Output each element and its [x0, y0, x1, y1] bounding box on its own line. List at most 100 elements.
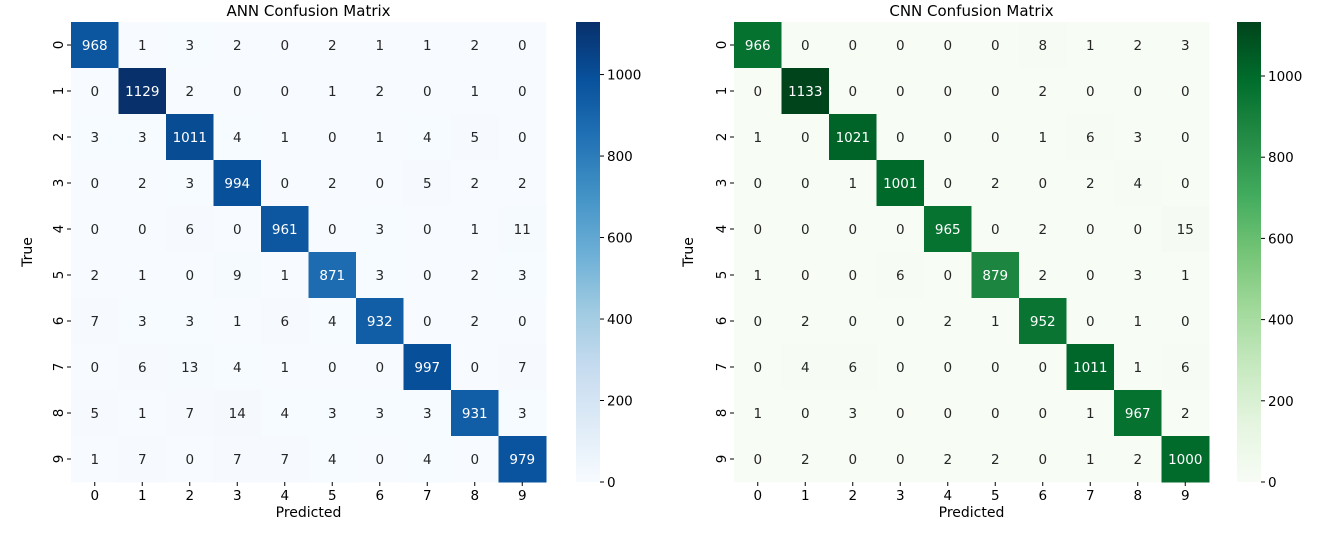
- cell-value-label: 4: [423, 130, 432, 146]
- cell-value-label: 0: [1181, 176, 1190, 192]
- y-tick-label: 4: [714, 225, 730, 234]
- heatmap-cell: [118, 22, 167, 69]
- cell-value-label: 7: [518, 360, 527, 376]
- heatmap-cell: [213, 344, 262, 391]
- heatmap-cell: [734, 114, 782, 161]
- cell-value-label: 0: [375, 452, 384, 468]
- heatmap-cell: [924, 298, 972, 345]
- heatmap-cell: [781, 22, 830, 69]
- cell-value-label: 0: [1038, 360, 1047, 376]
- cell-value-label: 1: [753, 268, 762, 284]
- cell-value-label: 0: [943, 268, 952, 284]
- cell-value-label: 0: [991, 406, 1000, 422]
- y-tick-label: 9: [51, 455, 67, 464]
- cell-value-label: 932: [367, 314, 393, 330]
- heatmap-cell: [1161, 160, 1210, 207]
- cell-value-label: 0: [233, 84, 242, 100]
- y-tick-label: 9: [714, 455, 730, 464]
- heatmap-cell: [308, 114, 357, 161]
- cell-value-label: 2: [518, 176, 527, 192]
- cell-value-label: 0: [1038, 176, 1047, 192]
- cell-value-label: 0: [848, 268, 857, 284]
- cell-value-label: 3: [1181, 38, 1190, 54]
- heatmap-cell: [308, 22, 357, 69]
- cell-value-label: 1: [470, 222, 479, 238]
- heatmap-cell: [1114, 160, 1162, 207]
- x-tick-label: 2: [185, 488, 194, 504]
- heatmap-cell: [498, 206, 547, 253]
- heatmap-cell: [734, 436, 782, 483]
- cell-value-label: 0: [185, 268, 194, 284]
- cell-value-label: 14: [229, 406, 246, 422]
- cell-value-label: 994: [224, 176, 250, 192]
- heatmap-cell: [924, 160, 972, 207]
- cell-value-label: 0: [896, 38, 905, 54]
- heatmap-cell: [308, 68, 357, 115]
- cell-value-label: 2: [1038, 84, 1047, 100]
- heatmap-cell: [1114, 390, 1162, 437]
- heatmap-cell: [71, 160, 119, 207]
- cell-value-label: 0: [801, 130, 810, 146]
- heatmap-cell: [261, 114, 309, 161]
- cell-value-label: 1011: [1073, 360, 1107, 376]
- cell-value-label: 0: [423, 268, 432, 284]
- cell-value-label: 966: [745, 38, 771, 54]
- colorbar-tick-label: 200: [607, 394, 633, 410]
- cell-value-label: 0: [896, 452, 905, 468]
- cell-value-label: 6: [138, 360, 147, 376]
- colorbar: [1237, 22, 1261, 482]
- y-tick-label: 2: [714, 133, 730, 142]
- heatmap-cell: [451, 114, 499, 161]
- cell-value-label: 0: [848, 314, 857, 330]
- colorbar-tick-label: 600: [1268, 231, 1294, 247]
- heatmap-cell: [308, 160, 357, 207]
- heatmap-cell: [971, 206, 1020, 253]
- heatmap-cell: [829, 160, 877, 207]
- x-tick-label: 4: [943, 488, 952, 504]
- y-tick-label: 7: [714, 363, 730, 372]
- x-tick-label: 0: [90, 488, 99, 504]
- y-tick-label: 5: [714, 271, 730, 280]
- heatmap-cell: [971, 22, 1020, 69]
- heatmap-cell: [498, 114, 547, 161]
- heatmap-cell: [356, 22, 404, 69]
- heatmap-cell: [403, 252, 452, 299]
- heatmap-cell: [308, 252, 357, 299]
- cell-value-label: 2: [90, 268, 99, 284]
- heatmap-cell: [213, 390, 262, 437]
- heatmap-cell: [829, 206, 877, 253]
- heatmap-cell: [1019, 390, 1067, 437]
- heatmap-cell: [118, 344, 167, 391]
- cell-value-label: 1: [138, 406, 147, 422]
- cell-value-label: 3: [138, 130, 147, 146]
- cell-value-label: 0: [90, 176, 99, 192]
- y-tick-label: 6: [51, 317, 67, 326]
- colorbar-tick-label: 1000: [1268, 69, 1302, 85]
- heatmap-cell: [971, 390, 1020, 437]
- cell-value-label: 0: [1133, 222, 1142, 238]
- cell-value-label: 879: [982, 268, 1008, 284]
- heatmap-cell: [498, 22, 547, 69]
- heatmap-cell: [1019, 68, 1067, 115]
- heatmap-cell: [213, 22, 262, 69]
- cell-value-label: 1: [1133, 360, 1142, 376]
- heatmap-cell: [1019, 114, 1067, 161]
- y-tick-label: 3: [51, 179, 67, 188]
- cell-value-label: 0: [1133, 84, 1142, 100]
- heatmap-cell: [166, 344, 214, 391]
- cell-value-label: 0: [470, 452, 479, 468]
- heatmap-cell: [1114, 298, 1162, 345]
- cell-value-label: 0: [1038, 452, 1047, 468]
- cell-value-label: 6: [1181, 360, 1190, 376]
- colorbar: [576, 22, 600, 482]
- heatmap-cell: [924, 436, 972, 483]
- cell-value-label: 1: [138, 268, 147, 284]
- cell-value-label: 0: [1181, 130, 1190, 146]
- x-tick-label: 9: [518, 488, 527, 504]
- colorbar-tick-label: 600: [607, 231, 633, 247]
- x-tick-label: 8: [1133, 488, 1142, 504]
- cell-value-label: 0: [1086, 268, 1095, 284]
- heatmap-cell: [308, 206, 357, 253]
- heatmap-cell: [261, 344, 309, 391]
